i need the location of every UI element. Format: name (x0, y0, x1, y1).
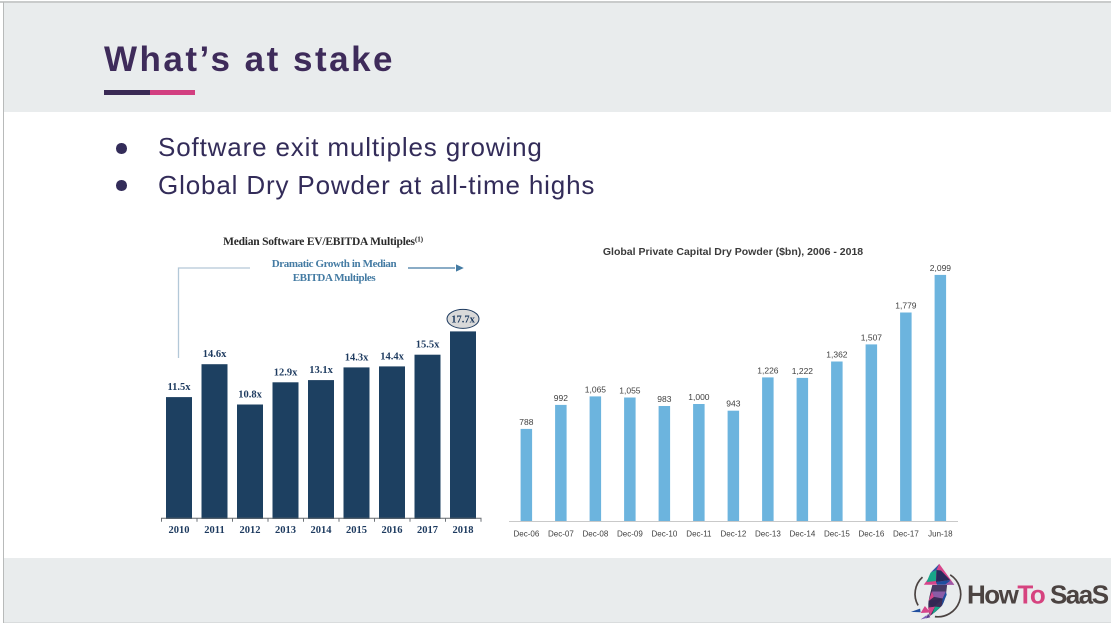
svg-text:Dec-13: Dec-13 (755, 529, 781, 538)
svg-text:15.5x: 15.5x (416, 340, 440, 351)
svg-text:2,099: 2,099 (930, 263, 952, 273)
svg-text:2018: 2018 (453, 525, 474, 536)
svg-text:943: 943 (726, 399, 740, 409)
svg-text:14.6x: 14.6x (203, 349, 227, 360)
svg-text:Dec-06: Dec-06 (514, 529, 540, 538)
svg-text:14.3x: 14.3x (345, 352, 369, 363)
svg-text:Dec-11: Dec-11 (686, 529, 712, 538)
svg-text:Dec-16: Dec-16 (859, 529, 885, 538)
svg-text:1,226: 1,226 (757, 365, 779, 375)
svg-text:1,779: 1,779 (895, 301, 917, 311)
svg-text:Dec-17: Dec-17 (893, 529, 919, 538)
svg-text:983: 983 (657, 394, 671, 404)
svg-text:2010: 2010 (169, 525, 190, 536)
svg-text:10.8x: 10.8x (238, 390, 262, 401)
svg-text:2013: 2013 (275, 525, 296, 536)
svg-text:1,055: 1,055 (619, 386, 641, 396)
svg-text:13.1x: 13.1x (309, 365, 333, 376)
svg-text:Median Software EV/EBITDA Mult: Median Software EV/EBITDA Multiples(1) (223, 235, 424, 249)
svg-text:1,000: 1,000 (688, 392, 710, 402)
svg-text:17.7x: 17.7x (451, 315, 475, 326)
svg-text:EBITDA Multiples: EBITDA Multiples (293, 272, 377, 284)
svg-text:11.5x: 11.5x (167, 382, 191, 393)
svg-text:Dec-12: Dec-12 (721, 529, 747, 538)
svg-text:Dec-08: Dec-08 (583, 529, 609, 538)
svg-text:2016: 2016 (382, 525, 403, 536)
svg-text:2017: 2017 (417, 525, 438, 536)
svg-text:Dec-10: Dec-10 (652, 529, 678, 538)
svg-text:2012: 2012 (240, 525, 261, 536)
svg-text:1,222: 1,222 (792, 366, 814, 376)
svg-text:12.9x: 12.9x (274, 367, 298, 378)
svg-text:2014: 2014 (311, 525, 333, 536)
svg-text:1,507: 1,507 (861, 332, 883, 342)
svg-text:788: 788 (519, 417, 533, 427)
svg-text:2011: 2011 (204, 525, 224, 536)
svg-text:2015: 2015 (346, 525, 367, 536)
svg-text:992: 992 (554, 393, 568, 403)
svg-text:Jun-18: Jun-18 (928, 529, 953, 538)
svg-text:Dec-09: Dec-09 (617, 529, 643, 538)
svg-text:Dec-07: Dec-07 (548, 529, 574, 538)
svg-text:1,362: 1,362 (826, 350, 848, 360)
svg-text:Dec-14: Dec-14 (790, 529, 816, 538)
svg-text:Dramatic Growth in Median: Dramatic Growth in Median (272, 258, 397, 270)
svg-text:HowTo SaaS: HowTo SaaS (967, 580, 1109, 610)
svg-text:1,065: 1,065 (585, 384, 607, 394)
svg-text:14.4x: 14.4x (380, 351, 404, 362)
svg-text:Global Private Capital Dry Pow: Global Private Capital Dry Powder ($bn),… (603, 246, 863, 258)
svg-text:Dec-15: Dec-15 (824, 529, 850, 538)
